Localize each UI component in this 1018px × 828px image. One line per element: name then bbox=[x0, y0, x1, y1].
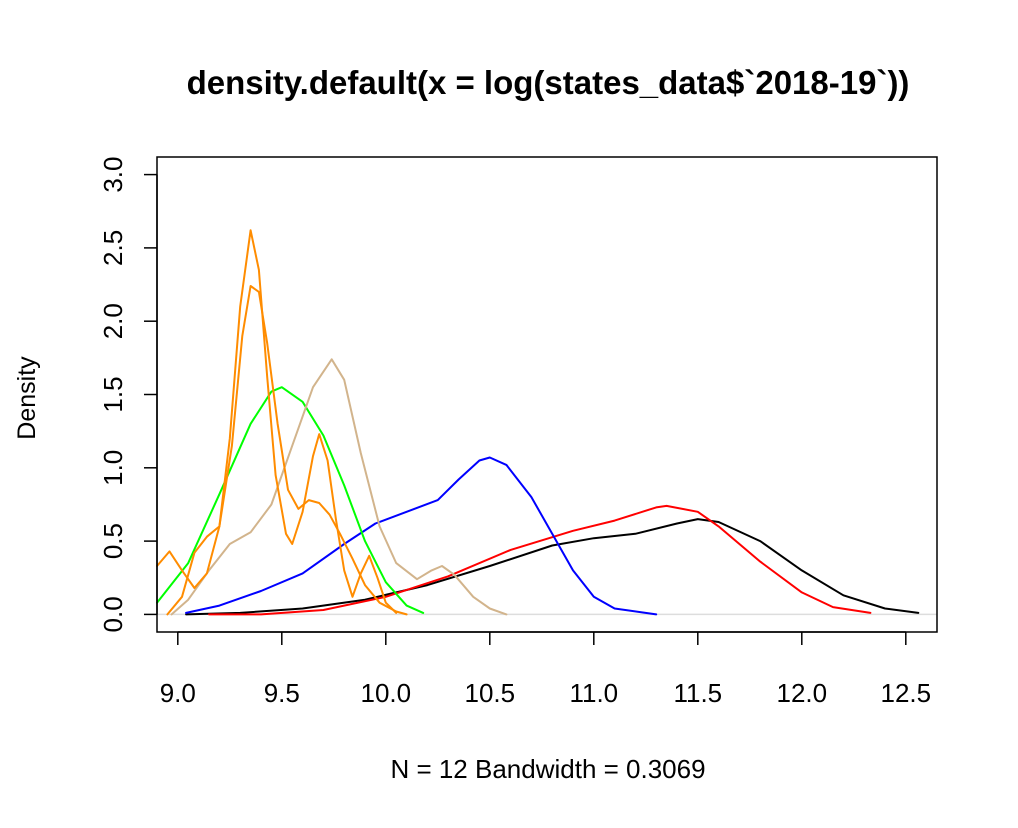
density-curve-7 bbox=[166, 229, 398, 616]
x-axis: 9.0 9.5 10.0 10.5 11.0 11.5 12.0 12.5 bbox=[160, 631, 931, 708]
y-tick-label: 1.0 bbox=[98, 450, 128, 486]
density-curve-1 bbox=[185, 518, 920, 616]
x-tick-label: 9.5 bbox=[264, 678, 300, 708]
y-tick-label: 0.0 bbox=[98, 596, 128, 632]
x-tick-label: 11.0 bbox=[569, 678, 618, 708]
density-curve-4 bbox=[156, 386, 425, 614]
y-tick-label: 0.5 bbox=[98, 523, 128, 559]
x-axis-label: N = 12 Bandwidth = 0.3069 bbox=[390, 754, 705, 784]
x-tick-label: 10.5 bbox=[464, 678, 515, 708]
y-tick-label: 3.0 bbox=[98, 157, 128, 193]
x-tick-label: 10.0 bbox=[360, 678, 411, 708]
density-curves bbox=[156, 229, 920, 616]
x-tick-label: 11.5 bbox=[673, 678, 722, 708]
density-curve-6 bbox=[156, 285, 408, 616]
x-tick-label: 12.0 bbox=[776, 678, 827, 708]
density-curve-3 bbox=[185, 456, 658, 616]
y-tick-label: 2.5 bbox=[98, 230, 128, 266]
y-axis: 0.0 0.5 1.0 1.5 2.0 2.5 3.0 bbox=[98, 157, 158, 632]
x-tick-label: 12.5 bbox=[880, 678, 931, 708]
chart-title: density.default(x = log(states_data$`201… bbox=[187, 64, 910, 101]
density-curve-5 bbox=[170, 358, 508, 616]
y-tick-label: 1.5 bbox=[98, 376, 128, 412]
y-axis-label: Density bbox=[13, 356, 41, 440]
density-curve-2 bbox=[208, 504, 872, 616]
x-tick-label: 9.0 bbox=[160, 678, 196, 708]
y-tick-label: 2.0 bbox=[98, 303, 128, 339]
